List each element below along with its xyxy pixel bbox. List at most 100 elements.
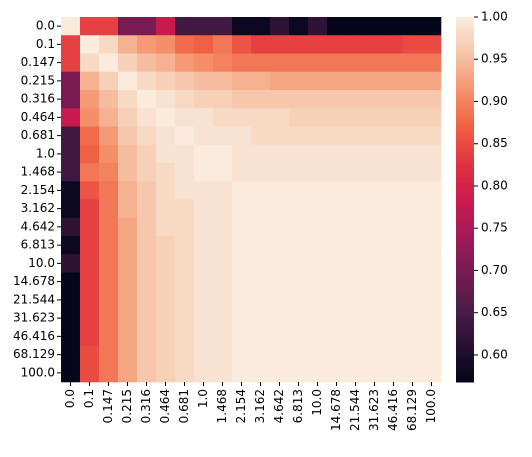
- heat-cell: [365, 309, 385, 328]
- colorbar-segment: [456, 296, 474, 299]
- heat-cell: [61, 217, 81, 237]
- heat-cell: [118, 53, 138, 73]
- colorbar-segment: [456, 168, 474, 171]
- heat-cell: [346, 345, 366, 365]
- colorbar-segment: [456, 225, 474, 228]
- heat-cell: [156, 53, 176, 73]
- colorbar-segment: [456, 90, 474, 93]
- heat-cell: [422, 144, 442, 164]
- heat-cell: [346, 71, 366, 91]
- heat-cell: [99, 71, 119, 91]
- colorbar-segment: [456, 75, 474, 78]
- heat-cell: [308, 90, 328, 109]
- heat-cell: [327, 327, 347, 346]
- colorbar-segment: [456, 290, 474, 294]
- heat-cell: [346, 17, 366, 36]
- heat-cell: [80, 199, 100, 219]
- heat-cell: [99, 53, 119, 73]
- colorbar-segment: [456, 228, 474, 232]
- heat-cell: [137, 272, 157, 292]
- heat-cell: [403, 345, 423, 365]
- heat-cell: [213, 309, 233, 328]
- heat-cell: [308, 290, 328, 310]
- heat-cell: [422, 199, 442, 219]
- heat-cell: [137, 181, 157, 200]
- colorbar-segment: [456, 245, 474, 248]
- heat-cell: [194, 345, 214, 365]
- heat-cell: [118, 272, 138, 292]
- y-tick-label: 1.468: [21, 165, 55, 179]
- heat-cell: [156, 217, 176, 237]
- heat-cell: [194, 144, 214, 164]
- heat-cell: [194, 108, 214, 127]
- heat-cell: [308, 144, 328, 164]
- heat-cell: [80, 90, 100, 109]
- heat-cell: [175, 290, 195, 310]
- heat-cell: [308, 327, 328, 346]
- heat-cell: [118, 217, 138, 237]
- heat-cell: [175, 108, 195, 127]
- colorbar-segment: [456, 192, 474, 195]
- colorbar-segment: [456, 378, 474, 381]
- x-tick-label: 68.129: [405, 389, 419, 431]
- heat-cell: [289, 290, 309, 310]
- heat-cell: [403, 163, 423, 182]
- heat-cell: [213, 236, 233, 255]
- x-tick-label: 0.215: [120, 389, 134, 423]
- heat-cell: [346, 144, 366, 164]
- heat-cell: [403, 126, 423, 146]
- heat-cell: [80, 163, 100, 182]
- colorbar-segment: [456, 183, 474, 186]
- heat-cell: [327, 309, 347, 328]
- y-tick-label: 0.1: [36, 37, 55, 51]
- heat-cell: [384, 71, 404, 91]
- heat-cell: [80, 309, 100, 328]
- heat-cell: [80, 327, 100, 346]
- heat-cell: [384, 327, 404, 346]
- heat-cell: [175, 199, 195, 219]
- colorbar-segment: [456, 312, 474, 315]
- heat-cell: [118, 254, 138, 273]
- colorbar-segment: [456, 279, 474, 283]
- colorbar-segment: [456, 60, 474, 64]
- heat-cell: [289, 163, 309, 182]
- heat-cell: [384, 272, 404, 292]
- colorbar-segment: [456, 203, 474, 206]
- heat-cell: [251, 309, 271, 328]
- heat-cell: [251, 108, 271, 127]
- colorbar-segment: [456, 177, 474, 180]
- x-tick-label: 0.147: [101, 389, 115, 423]
- colorbar-segment: [456, 37, 474, 40]
- heat-cell: [99, 290, 119, 310]
- heat-cell: [346, 327, 366, 346]
- heat-cell: [270, 17, 290, 36]
- heat-cell: [251, 363, 271, 383]
- colorbar-segment: [456, 380, 474, 383]
- heat-cell: [365, 163, 385, 182]
- heat-cell: [327, 199, 347, 219]
- colorbar-segment: [456, 219, 474, 222]
- colorbar-segment: [456, 175, 474, 179]
- heat-cell: [80, 254, 100, 273]
- heat-cell: [327, 53, 347, 73]
- colorbar-segment: [456, 97, 474, 100]
- x-tick-label: 10.0: [310, 389, 324, 416]
- heat-cell: [346, 126, 366, 146]
- colorbar-segment: [456, 161, 474, 164]
- heat-cell: [403, 363, 423, 383]
- colorbar-segment: [456, 29, 474, 33]
- heat-cell: [213, 17, 233, 36]
- heat-cell: [61, 53, 81, 73]
- heat-cell: [99, 108, 119, 127]
- heat-cell: [175, 181, 195, 200]
- colorbar-segment: [456, 254, 474, 257]
- heat-cell: [346, 236, 366, 255]
- heat-cell: [194, 309, 214, 328]
- heat-cell: [118, 144, 138, 164]
- heat-cell: [118, 290, 138, 310]
- heat-cell: [194, 71, 214, 91]
- heat-cell: [61, 181, 81, 200]
- colorbar-tick-label: 0.75: [481, 221, 508, 235]
- heat-cell: [137, 309, 157, 328]
- colorbar-segment: [456, 371, 474, 374]
